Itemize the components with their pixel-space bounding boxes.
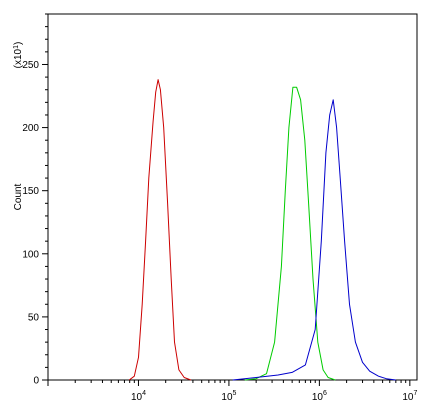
plot-frame	[47, 13, 418, 381]
y-multiplier-label: (x101)	[13, 42, 25, 69]
blue-histogram-line	[232, 99, 396, 381]
y-tick-label: 250	[22, 60, 39, 71]
x-tick-label: 104	[131, 390, 146, 403]
green-histogram-line	[244, 86, 336, 381]
y-tick-label: 100	[22, 249, 39, 260]
y-axis: 0 50 100 150 200 250	[22, 13, 48, 387]
x-tick-label: 105	[221, 390, 236, 403]
series-layer	[128, 79, 396, 381]
red-histogram-line	[128, 79, 192, 381]
x-tick-label: 107	[402, 390, 417, 403]
x-tick-label: 106	[312, 390, 327, 403]
y-axis-title: Count	[13, 183, 24, 210]
x-axis: 104 105 106 107	[47, 380, 417, 403]
y-tick-label: 150	[22, 186, 39, 197]
y-tick-label: 50	[28, 312, 40, 323]
y-tick-label: 0	[33, 376, 39, 387]
y-tick-label: 200	[22, 123, 39, 134]
